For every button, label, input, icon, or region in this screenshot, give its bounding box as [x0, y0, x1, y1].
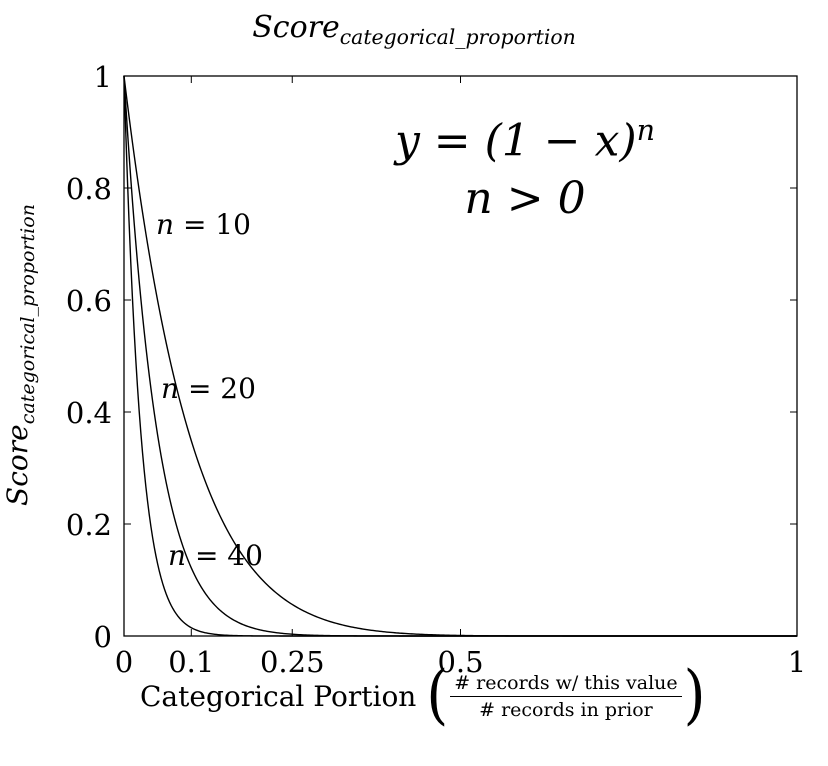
- equation-line-1: y = (1 − x)n: [394, 113, 656, 167]
- x-tick-label: 0: [115, 645, 133, 679]
- curve-label-n20: n = 20: [161, 372, 256, 405]
- y-tick-label: 0: [94, 620, 112, 654]
- x-axis-label: Categorical Portion ( # records w/ this …: [140, 658, 706, 733]
- x-axis-fraction: # records w/ this value # records in pri…: [450, 672, 682, 721]
- y-tick-label: 0.8: [66, 172, 112, 206]
- y-tick-label: 0.6: [66, 284, 112, 318]
- series-line-n40: [123, 75, 797, 637]
- x-axis-fraction-denominator: # records in prior: [479, 698, 653, 721]
- x-tick-label: 0.5: [437, 645, 483, 679]
- x-tick-label: 0.1: [168, 645, 214, 679]
- y-axis-label: Scorecategorical_proportion: [1, 204, 39, 506]
- equation-annotation: y = (1 − x)n n > 0: [360, 112, 690, 227]
- x-axis-fraction-numerator: # records w/ this value: [450, 672, 682, 697]
- chart-title: Scorecategorical_proportion: [252, 10, 576, 49]
- x-tick-label: 0.25: [260, 645, 325, 679]
- equation-line-2: n > 0: [464, 172, 586, 224]
- x-axis-label-text: Categorical Portion: [140, 679, 417, 713]
- curve-label-n40: n = 40: [168, 539, 263, 572]
- x-tick-label: 1: [788, 645, 806, 679]
- y-tick-label: 0.2: [66, 508, 112, 542]
- y-tick-label: 1: [94, 60, 112, 94]
- y-tick-label: 0.4: [66, 396, 112, 430]
- curve-label-n10: n = 10: [156, 208, 251, 241]
